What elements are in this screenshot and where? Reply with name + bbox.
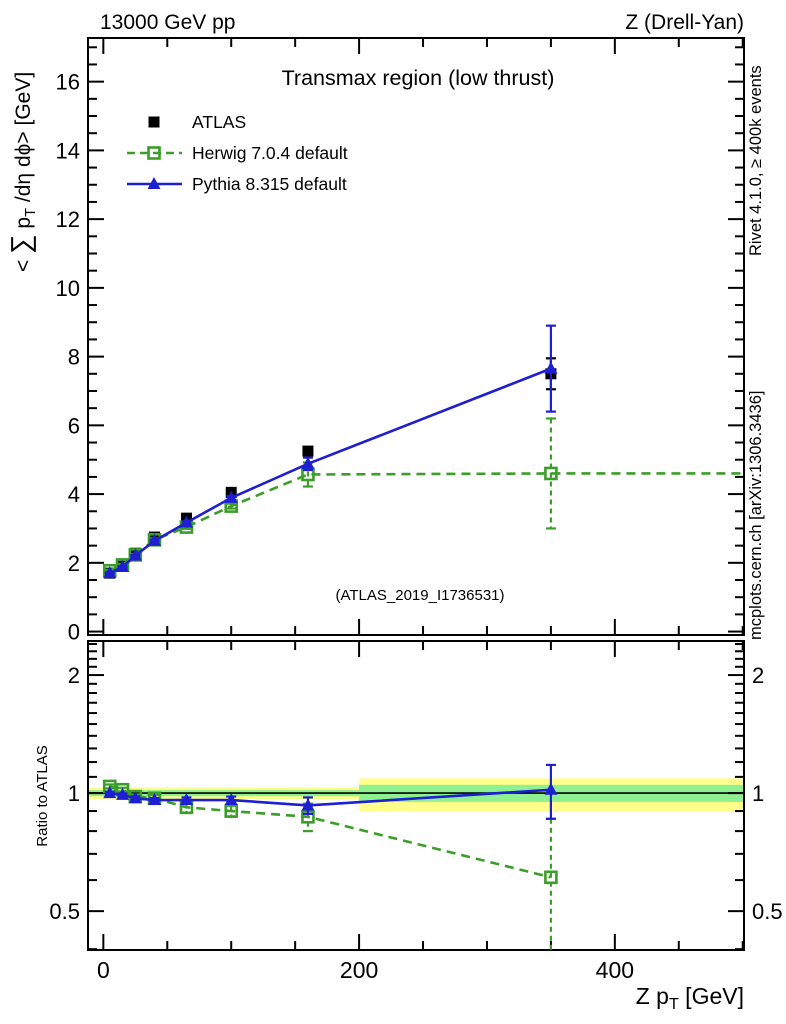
y-tick-label: 4 — [68, 482, 80, 507]
chart-generated-content: 0 200 400 0 2 4 6 8 10 12 14 16 2 2 1 1 0.5 0.5 ATLAS Herwi… — [5, 37, 783, 1013]
marker-herwig — [544, 466, 558, 481]
ratio-tick-label-left: 0.5 — [49, 899, 80, 924]
panel-frames — [87, 37, 745, 951]
rivet-version-note: Rivet 4.1.0, ≥ 400k events — [747, 65, 765, 256]
y-tick-label: 8 — [68, 345, 80, 370]
marker-pythia — [179, 515, 193, 528]
ratio-axis-label: Ratio to ATLAS — [34, 745, 51, 846]
legend-item-herwig: Herwig 7.0.4 default — [127, 143, 348, 163]
marker-herwig — [147, 146, 161, 160]
x-tick-label: 0 — [97, 957, 110, 983]
main-panel-frame — [87, 37, 745, 636]
y-tick-label: 2 — [68, 551, 80, 576]
y-tick-label: 6 — [68, 413, 80, 438]
ratio-tick-label-left: 1 — [68, 781, 80, 806]
marker-herwig — [224, 804, 239, 818]
marker-pythia — [179, 793, 193, 806]
marker-pythia — [116, 559, 130, 572]
y-tick-label: 10 — [56, 276, 80, 301]
legend-label-atlas: ATLAS — [192, 112, 246, 132]
marker-pythia — [301, 456, 315, 469]
marker-pythia — [103, 566, 117, 579]
analysis-id-watermark: (ATLAS_2019_I1736531) — [335, 587, 504, 604]
y-tick-label: 0 — [68, 620, 80, 645]
marker-herwig — [544, 870, 558, 885]
header-beam-energy: 13000 GeV pp — [100, 11, 235, 34]
herwig-line — [109, 472, 743, 572]
y-tick-label: 12 — [56, 207, 80, 232]
y-axis-label: < ∑ pT /dη dϕ> [GeV] — [5, 72, 39, 272]
plot-title: Transmax region (low thrust) — [282, 66, 555, 90]
legend: ATLAS Herwig 7.0.4 default Pythia 8.315 de… — [127, 112, 348, 194]
marker-pythia — [544, 361, 558, 374]
marker-pythia — [301, 798, 315, 811]
marker-pythia — [103, 786, 117, 799]
x-tick-labels: 0 200 400 — [97, 957, 634, 983]
axis-ticks — [88, 38, 744, 951]
x-tick-label: 400 — [596, 957, 634, 983]
marker-pythia — [147, 533, 161, 546]
mcplots-arxiv-note: mcplots.cern.ch [arXiv:1306.3436] — [747, 391, 765, 640]
y-tick-label: 16 — [56, 70, 80, 95]
marker-pythia — [116, 787, 130, 800]
header-process: Z (Drell-Yan) — [625, 11, 744, 34]
marker-pythia — [147, 793, 161, 806]
marker-pythia — [224, 793, 238, 806]
x-axis-label: Z pT [GeV] — [636, 983, 744, 1013]
series-pythia-ratio — [103, 763, 558, 820]
x-tick-label: 200 — [340, 957, 378, 983]
axis-titles: Z pT [GeV] < ∑ pT /dη dϕ> [GeV] — [5, 72, 744, 1013]
marker-atlas — [148, 116, 160, 128]
legend-item-pythia: Pythia 8.315 default — [127, 174, 347, 194]
marker-pythia — [147, 177, 161, 189]
legend-item-atlas: ATLAS — [148, 112, 246, 132]
ratio-panel-frame — [87, 640, 745, 951]
y-tick-label: 14 — [56, 138, 80, 163]
series-pythia-main — [103, 324, 558, 579]
legend-label-pythia: Pythia 8.315 default — [192, 174, 347, 194]
series-atlas-main — [104, 357, 557, 579]
ratio-y-tick-labels: 2 2 1 1 0.5 0.5 — [49, 663, 782, 924]
series-herwig-main — [102, 417, 743, 578]
legend-label-herwig: Herwig 7.0.4 default — [192, 143, 348, 163]
pythia-line — [109, 367, 552, 575]
ratio-tick-label-right: 1 — [752, 781, 764, 806]
marker-pythia — [544, 782, 558, 795]
marker-atlas — [302, 445, 314, 457]
ratio-tick-label-left: 2 — [68, 663, 80, 688]
marker-pythia — [128, 791, 142, 804]
marker-pythia — [224, 490, 238, 503]
marker-pythia — [128, 548, 142, 561]
ratio-tick-label-right: 0.5 — [752, 899, 783, 924]
ratio-tick-label-right: 2 — [752, 663, 764, 688]
main-y-tick-labels: 0 2 4 6 8 10 12 14 16 — [56, 70, 80, 645]
